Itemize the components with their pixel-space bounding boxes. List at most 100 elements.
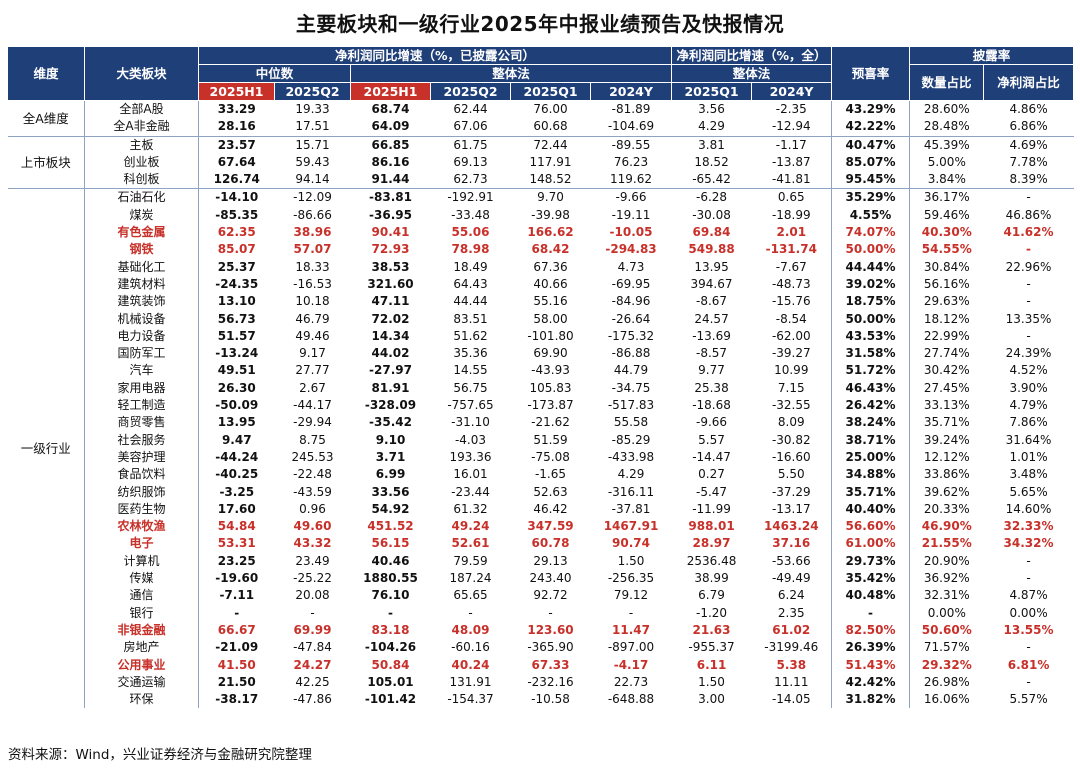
data-cell: -85.29 <box>611 432 651 447</box>
data-cell: -1.20 <box>696 605 728 620</box>
table-row: 汽车 49.51 27.77 -27.97 14.55 -43.93 44.79 9.77 10… <box>8 362 1074 380</box>
data-cell: -43.93 <box>531 363 570 378</box>
data-cell: -49.49 <box>751 570 833 588</box>
data-cell: 3.56 <box>671 100 752 119</box>
data-cell: 9.77 <box>698 363 725 378</box>
data-cell: 65.65 <box>453 588 488 603</box>
data-cell: 451.52 <box>367 519 414 534</box>
data-cell: 28.48% <box>923 119 970 134</box>
header-forecast-rate: 预喜率 <box>831 46 911 101</box>
header-category: 大类板块 <box>84 46 199 101</box>
data-cell: -26.64 <box>611 311 651 326</box>
table-row: 社会服务 9.47 8.75 9.10 -4.03 51.59 -85.29 5.57 -30.… <box>8 431 1074 449</box>
data-cell: -13.87 <box>751 153 833 172</box>
data-cell: 5.00% <box>927 154 966 169</box>
data-cell: 3.84% <box>927 172 966 187</box>
data-cell: -328.09 <box>364 398 417 413</box>
data-cell: -38.17 <box>215 692 259 707</box>
data-cell: 50.00% <box>831 241 911 259</box>
data-cell: 40.46 <box>371 553 410 568</box>
table-row: 食品饮料 -40.25 -22.48 6.99 16.01 -1.65 4.29 0.27 5.… <box>8 466 1074 484</box>
data-cell: 32.33% <box>1003 519 1054 534</box>
data-cell: 72.44 <box>510 135 591 154</box>
data-cell: 4.55% <box>831 206 911 225</box>
data-cell: 13.55% <box>1003 622 1054 637</box>
data-cell: 40.40% <box>831 500 911 519</box>
data-cell: 28.60% <box>909 100 984 119</box>
data-cell: 32.31% <box>923 588 970 603</box>
category-name: 家用电器 <box>84 379 199 398</box>
data-cell: - <box>831 604 911 622</box>
data-cell: 40.24 <box>451 657 490 672</box>
category-name: 社会服务 <box>84 431 199 449</box>
data-cell: 67.36 <box>533 259 568 274</box>
data-cell: 23.57 <box>198 135 275 154</box>
data-cell: 83.18 <box>371 622 410 637</box>
data-cell: -39.98 <box>531 207 570 222</box>
data-cell: 83.51 <box>453 311 488 326</box>
data-cell: -47.86 <box>293 692 332 707</box>
data-cell: 13.35% <box>1005 311 1052 326</box>
data-cell: 9.47 <box>221 432 252 447</box>
data-cell: 64.43 <box>453 276 488 291</box>
table-row: 钢铁 85.07 57.07 72.93 78.98 68.42 -294.83 549.88… <box>8 241 1074 259</box>
table-row: 电子 53.31 43.32 56.15 52.61 60.78 90.74 28.97 37.… <box>8 535 1074 553</box>
category-name: 有色金属 <box>84 224 199 242</box>
data-cell: 1880.55 <box>363 571 418 586</box>
data-cell: -104.26 <box>364 640 417 655</box>
data-cell: 243.40 <box>529 571 572 586</box>
category-name: 农林牧渔 <box>84 518 199 536</box>
data-cell: -13.17 <box>751 500 833 519</box>
data-cell: 1467.91 <box>603 519 659 534</box>
data-cell: 44.02 <box>371 346 410 361</box>
data-cell: 38.24% <box>831 414 911 432</box>
data-cell: -173.87 <box>527 398 574 413</box>
data-cell: -21.09 <box>215 640 259 655</box>
data-cell: -30.82 <box>751 431 833 449</box>
data-cell: 67.64 <box>217 154 256 169</box>
data-cell: 4.69% <box>983 135 1074 154</box>
data-cell: 52.61 <box>451 536 490 551</box>
header-all-growth: 净利润同比增速（%，全） <box>671 46 833 65</box>
data-cell: 13.95 <box>217 415 256 430</box>
data-cell: -8.67 <box>696 294 728 309</box>
data-cell: -18.99 <box>751 206 833 225</box>
data-cell: 123.60 <box>527 622 574 637</box>
data-cell: 34.32% <box>1003 536 1054 551</box>
data-cell: 39.24% <box>923 432 970 447</box>
data-cell: 40.66 <box>533 276 568 291</box>
data-cell: -24.35 <box>215 276 259 291</box>
table-row: 建筑装饰 13.10 10.18 47.11 44.44 55.16 -84.96 -8.67… <box>8 293 1074 311</box>
data-cell: 16.06% <box>923 692 970 707</box>
data-cell: -154.37 <box>447 692 494 707</box>
data-cell: 60.68 <box>533 119 568 134</box>
header-overall-2024y: 2024Y <box>589 82 673 101</box>
data-cell: 30.42% <box>923 363 970 378</box>
data-cell: 69.84 <box>692 225 731 240</box>
data-cell: 82.50% <box>831 621 911 640</box>
data-cell: -365.90 <box>527 640 574 655</box>
data-cell: 35.42% <box>831 570 911 588</box>
data-cell: 43.53% <box>831 327 911 346</box>
data-cell: 3.71 <box>375 449 406 464</box>
data-cell: -13.24 <box>215 346 259 361</box>
data-cell: -175.32 <box>607 328 655 343</box>
data-cell: -3.25 <box>219 484 255 499</box>
data-cell: -83.81 <box>350 188 431 207</box>
data-cell: 34.88% <box>831 466 911 484</box>
data-cell: 4.87% <box>1009 588 1048 603</box>
data-cell: -65.42 <box>692 172 731 187</box>
data-cell: -18.68 <box>692 398 731 413</box>
data-cell: 44.44 <box>453 294 488 309</box>
data-cell: -21.62 <box>531 415 570 430</box>
data-cell: 35.29% <box>831 188 911 207</box>
data-cell: 0.00% <box>927 605 966 620</box>
data-cell: 35.71% <box>831 483 911 501</box>
data-cell: -10.58 <box>531 692 570 707</box>
data-cell: -517.83 <box>607 398 655 413</box>
category-name: 银行 <box>84 604 199 622</box>
header-overall-2025q1: 2025Q1 <box>510 82 591 101</box>
data-cell: -48.73 <box>751 275 833 294</box>
data-cell: 1.01% <box>1009 449 1048 464</box>
data-cell: 2.01 <box>751 224 833 242</box>
